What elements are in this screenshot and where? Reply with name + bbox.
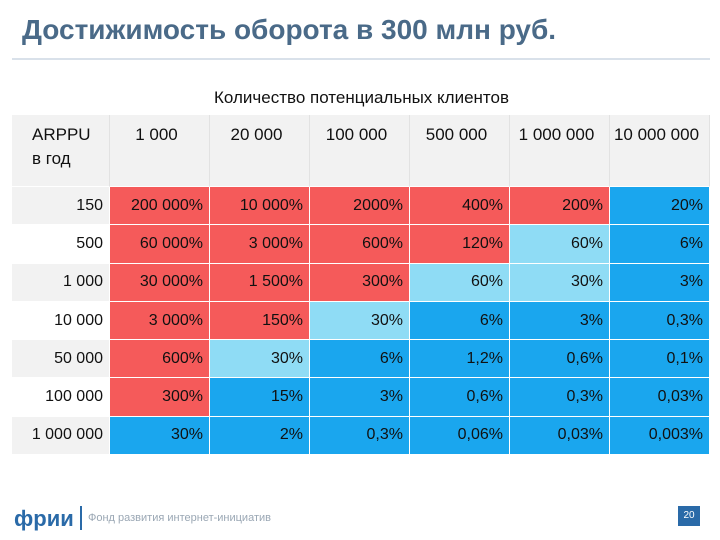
- table-row: 100 000 300% 15% 3% 0,6% 0,3% 0,03%: [12, 378, 710, 417]
- table-cell: 6%: [310, 340, 410, 379]
- table-cell: 200%: [510, 187, 610, 226]
- row-header-arppu: 1 000: [12, 263, 110, 302]
- slide-title: Достижимость оборота в 300 млн руб.: [22, 14, 557, 45]
- table-cell: 0,6%: [410, 378, 510, 417]
- table-cell: 3%: [510, 301, 610, 341]
- table-row: 10 000 3 000% 150% 30% 6% 3% 0,3%: [12, 301, 710, 341]
- table-cell: 0,3%: [310, 416, 410, 456]
- column-header: 10 000 000: [610, 115, 710, 187]
- column-header: 100 000: [310, 115, 410, 187]
- table-row: 1 000 30 000% 1 500% 300% 60% 30% 3%: [12, 263, 710, 302]
- table-row: 150 200 000% 10 000% 2000% 400% 200% 20%: [12, 187, 710, 226]
- table-cell: 0,6%: [510, 340, 610, 379]
- row-header-arppu: 10 000: [12, 301, 110, 341]
- table-cell: 30%: [110, 416, 210, 456]
- table-cell: 0,06%: [410, 416, 510, 456]
- table-cell: 60 000%: [110, 225, 210, 264]
- table-cell: 6%: [410, 301, 510, 341]
- column-header: 500 000: [410, 115, 510, 187]
- table-cell: 0,3%: [510, 378, 610, 417]
- fund-logo: фрии: [14, 506, 74, 531]
- revenue-reachability-table: ARPPU в год 1 000 20 000 100 000 500 000 1 00…: [12, 115, 710, 456]
- table-cell: 10 000%: [210, 187, 310, 226]
- table-cell: 2%: [210, 416, 310, 456]
- table-cell: 1,2%: [410, 340, 510, 379]
- table-subtitle: Количество потенциальных клиентов: [214, 88, 510, 107]
- table-cell: 120%: [410, 225, 510, 264]
- table-cell: 3 000%: [210, 225, 310, 264]
- table-cell: 0,03%: [510, 416, 610, 456]
- table-cell: 600%: [110, 340, 210, 379]
- table-cell: 6%: [610, 225, 710, 264]
- table-cell: 200 000%: [110, 187, 210, 226]
- table-body: ARPPU в год 1 000 20 000 100 000 500 000 1 00…: [12, 115, 710, 456]
- table-cell: 20%: [610, 187, 710, 226]
- table-cell: 30 000%: [110, 263, 210, 302]
- table-cell: 300%: [310, 263, 410, 302]
- table-cell: 60%: [410, 263, 510, 302]
- table-row: 50 000 600% 30% 6% 1,2% 0,6% 0,1%: [12, 340, 710, 379]
- table-cell: 2000%: [310, 187, 410, 226]
- column-header: 20 000: [210, 115, 310, 187]
- table-cell: 3 000%: [110, 301, 210, 341]
- fund-name: Фонд развития интернет-инициатив: [88, 512, 271, 524]
- table-cell: 0,03%: [610, 378, 710, 417]
- table-cell: 600%: [310, 225, 410, 264]
- column-header: 1 000: [110, 115, 210, 187]
- row-header-arppu: 100 000: [12, 378, 110, 417]
- row-header-arppu: 150: [12, 187, 110, 226]
- column-header: 1 000 000: [510, 115, 610, 187]
- table-cell: 3%: [310, 378, 410, 417]
- table-cell: 0,1%: [610, 340, 710, 379]
- table-cell: 15%: [210, 378, 310, 417]
- table-cell: 150%: [210, 301, 310, 341]
- table-cell: 300%: [110, 378, 210, 417]
- table-cell: 30%: [510, 263, 610, 302]
- table-cell: 400%: [410, 187, 510, 226]
- table-cell: 1 500%: [210, 263, 310, 302]
- title-divider: [12, 58, 710, 60]
- page-number: 20: [678, 506, 700, 526]
- table-row: 500 60 000% 3 000% 600% 120% 60% 6%: [12, 225, 710, 264]
- row-header-arppu: 500: [12, 225, 110, 264]
- table-header-row: ARPPU в год 1 000 20 000 100 000 500 000 1 00…: [12, 115, 710, 187]
- table-cell: 3%: [610, 263, 710, 302]
- table-cell: 0,3%: [610, 301, 710, 341]
- table-cell: 30%: [210, 340, 310, 379]
- corner-header-arppu: ARPPU в год: [12, 115, 110, 187]
- table-cell: 60%: [510, 225, 610, 264]
- table-cell: 0,003%: [610, 416, 710, 456]
- table-cell: 30%: [310, 301, 410, 341]
- row-header-arppu: 1 000 000: [12, 416, 110, 456]
- footer-separator: [80, 506, 82, 530]
- row-header-arppu: 50 000: [12, 340, 110, 379]
- table-row: 1 000 000 30% 2% 0,3% 0,06% 0,03% 0,003%: [12, 416, 710, 456]
